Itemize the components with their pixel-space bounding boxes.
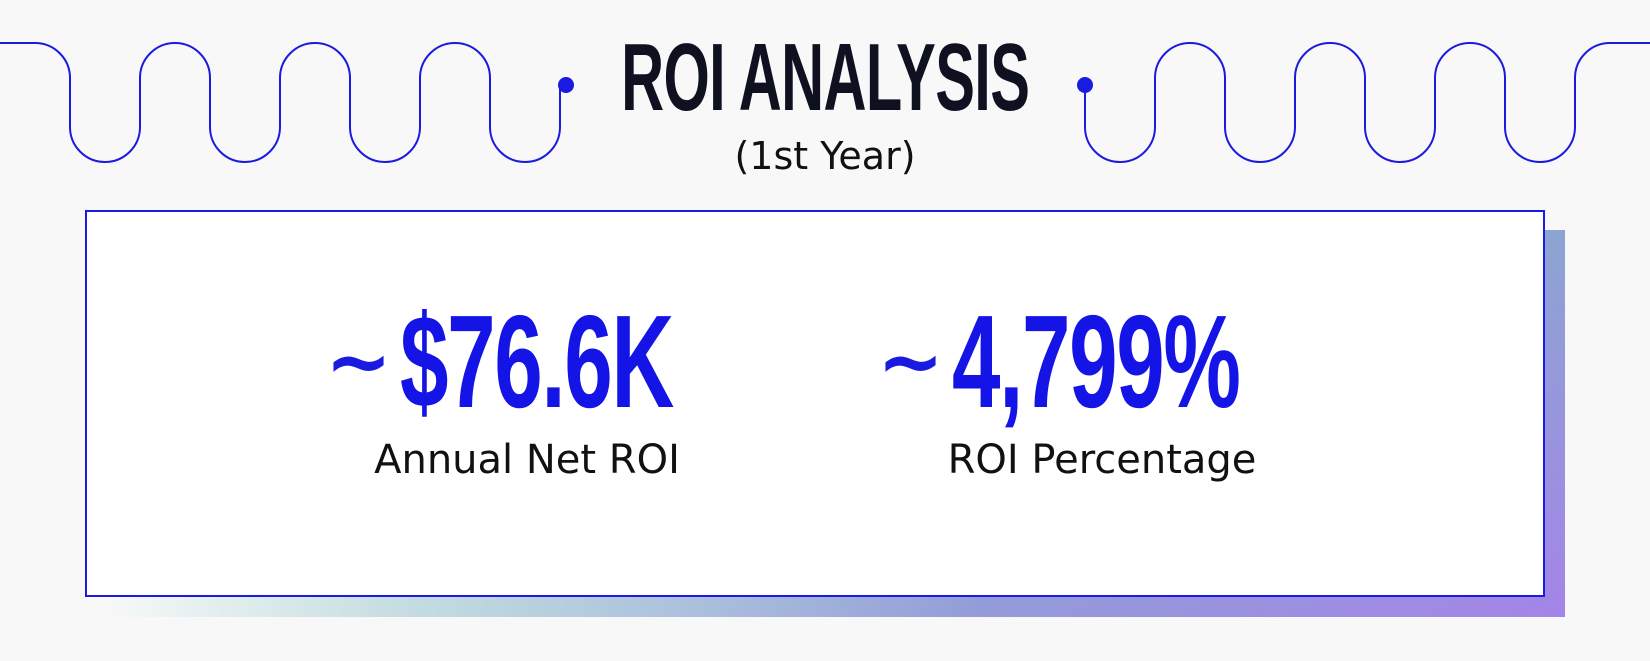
- page-subtitle: (1st Year): [734, 134, 916, 178]
- metric-value-row: ~$76.6K: [325, 288, 727, 435]
- metric-roi-percentage: ~4,799% ROI Percentage: [877, 288, 1327, 484]
- approx-symbol: ~: [325, 315, 393, 408]
- wave-end-dot-left: [558, 77, 574, 93]
- decorative-wave-line: [0, 42, 1650, 163]
- metric-value-row: ~4,799%: [877, 288, 1327, 435]
- wave-end-dot-right: [1077, 77, 1093, 93]
- metric-label: Annual Net ROI: [374, 437, 680, 483]
- metric-label: ROI Percentage: [947, 437, 1257, 483]
- roi-card: ~$76.6K Annual Net ROI ~4,799% ROI Perce…: [85, 210, 1545, 597]
- metric-value: 4,799%: [952, 288, 1241, 435]
- page-title: ROI ANALYSIS: [620, 24, 1030, 131]
- approx-symbol: ~: [877, 315, 945, 408]
- metric-annual-net-roi: ~$76.6K Annual Net ROI: [325, 288, 727, 484]
- title-block: ROI ANALYSIS: [0, 30, 1650, 126]
- metric-value: $76.6K: [400, 288, 674, 435]
